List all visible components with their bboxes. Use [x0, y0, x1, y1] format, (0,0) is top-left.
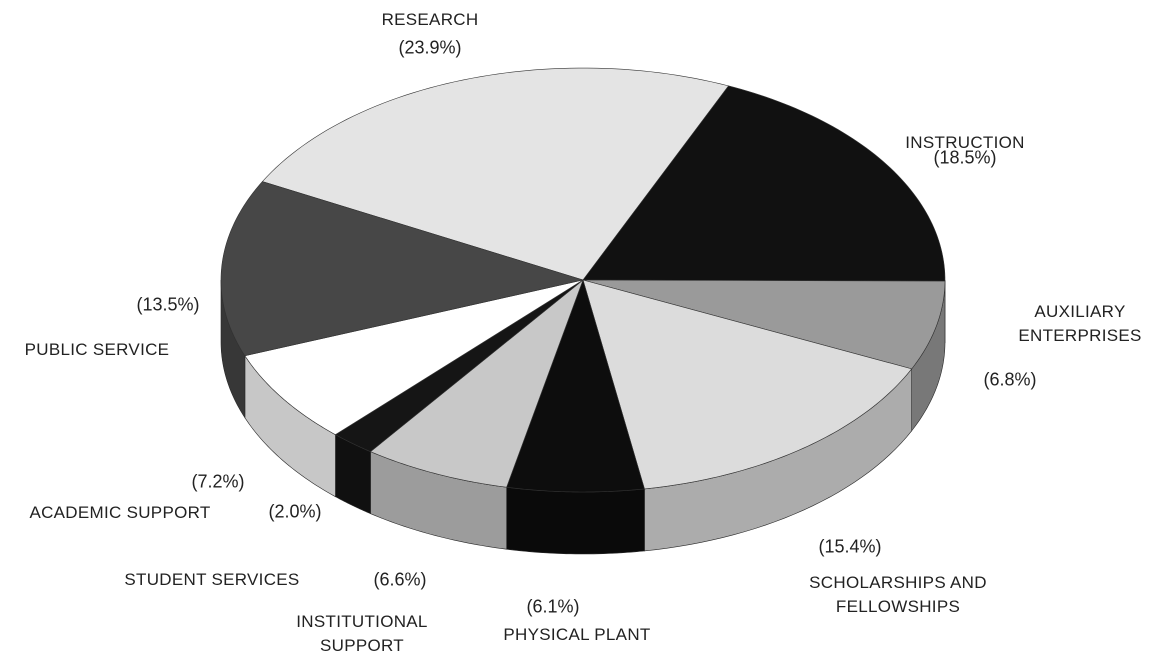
slice-label: RESEARCH — [330, 8, 530, 32]
value-label: (6.1%) — [526, 597, 579, 618]
value-label: (6.6%) — [373, 570, 426, 591]
slice-label: PUBLIC SERVICE — [0, 338, 197, 362]
slice-label: INSTITUTIONAL SUPPORT — [272, 610, 452, 658]
value-label: (2.0%) — [268, 502, 321, 523]
value-label: (18.5%) — [933, 148, 996, 169]
slice-side — [507, 487, 645, 554]
value-label: (6.8%) — [983, 370, 1036, 391]
slice-label: SCHOLARSHIPS AND FELLOWSHIPS — [778, 571, 1018, 619]
slice-label: ACADEMIC SUPPORT — [0, 501, 240, 525]
slice-label: STUDENT SERVICES — [92, 568, 332, 592]
slice-label: PHYSICAL PLANT — [477, 623, 677, 647]
slice-label: AUXILIARY ENTERPRISES — [995, 300, 1160, 348]
value-label: (23.9%) — [398, 38, 461, 59]
value-label: (15.4%) — [818, 537, 881, 558]
value-label: (7.2%) — [191, 472, 244, 493]
value-label: (13.5%) — [136, 295, 199, 316]
